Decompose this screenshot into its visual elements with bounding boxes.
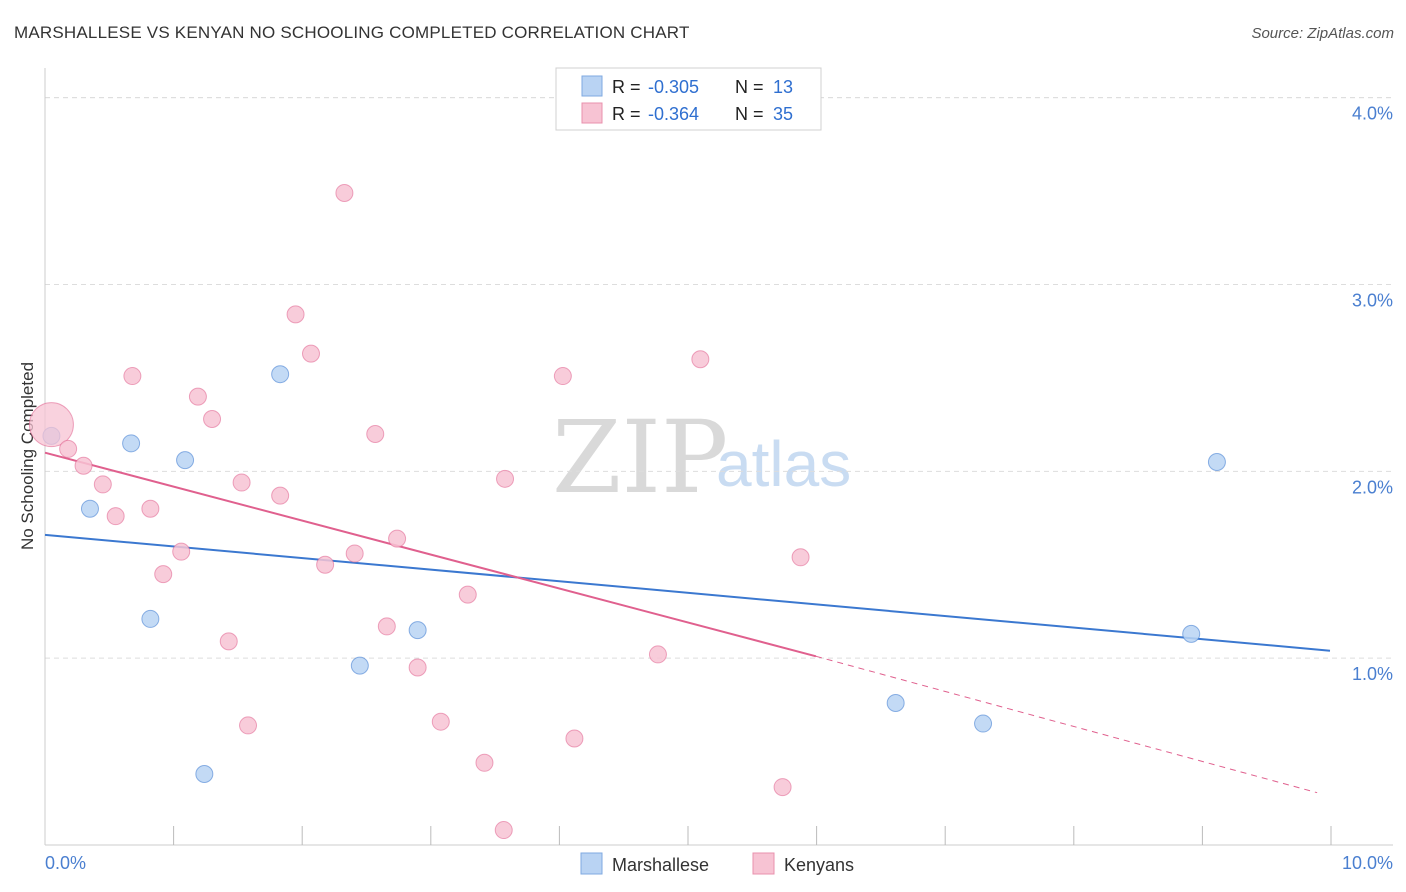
point-kenyans <box>203 410 222 429</box>
point-kenyans <box>648 645 667 664</box>
point-kenyans <box>93 475 112 494</box>
y-tick-label: 1.0% <box>1352 664 1393 684</box>
point-marshallese <box>195 765 214 784</box>
point-kenyans <box>431 712 450 731</box>
point-marshallese <box>122 434 141 453</box>
point-kenyans <box>366 424 385 443</box>
x-ticks <box>173 826 1332 845</box>
trend-lines <box>44 451 1331 794</box>
watermark-atlas: atlas <box>716 428 851 500</box>
legend-r-label-2: R = <box>612 104 641 124</box>
y-tick-label: 2.0% <box>1352 477 1393 497</box>
point-marshallese <box>974 714 993 733</box>
point-marshallese <box>886 694 905 713</box>
legend-r-label-1: R = <box>612 77 641 97</box>
bottom-legend-swatch-kenyans <box>752 852 775 875</box>
bottom-legend-swatch-marshallese <box>580 852 603 875</box>
point-kenyans <box>59 439 78 458</box>
x-tick-label-max: 10.0% <box>1342 853 1393 873</box>
watermark-zip: ZIP <box>552 399 728 516</box>
legend-n-label-1: N = <box>735 77 764 97</box>
data-points <box>28 183 1226 840</box>
point-marshallese <box>350 656 369 675</box>
gridlines <box>45 97 1393 659</box>
y-tick-labels: 1.0% 2.0% 3.0% 4.0% <box>1352 104 1393 684</box>
point-marshallese <box>1182 624 1201 643</box>
point-kenyans <box>28 402 74 448</box>
trend-line-marshallese <box>44 533 1331 652</box>
legend-r-value-1: -0.305 <box>648 77 699 97</box>
point-kenyans <box>123 367 142 386</box>
point-marshallese <box>176 451 195 470</box>
point-kenyans <box>141 499 160 518</box>
point-kenyans <box>553 367 572 386</box>
point-kenyans <box>219 632 238 651</box>
point-kenyans <box>388 529 407 548</box>
legend-n-value-1: 13 <box>773 77 793 97</box>
point-kenyans <box>377 617 396 636</box>
point-marshallese <box>141 609 160 628</box>
bottom-legend-marshallese: Marshallese <box>612 855 709 875</box>
point-marshallese <box>408 621 427 640</box>
point-kenyans <box>271 486 290 505</box>
y-axis-label: No Schooling Completed <box>18 362 37 550</box>
legend-n-value-2: 35 <box>773 104 793 124</box>
bottom-legend-kenyans: Kenyans <box>784 855 854 875</box>
point-kenyans <box>301 344 320 363</box>
point-kenyans <box>475 753 494 772</box>
point-kenyans <box>458 585 477 604</box>
point-marshallese <box>271 365 290 384</box>
point-kenyans <box>74 456 93 475</box>
y-tick-label: 4.0% <box>1352 104 1393 124</box>
chart-source: Source: ZipAtlas.com <box>1251 25 1394 42</box>
trend-line-extension-kenyans <box>815 655 1318 794</box>
point-kenyans <box>691 350 710 369</box>
point-kenyans <box>188 387 207 406</box>
chart-title: MARSHALLESE VS KENYAN NO SCHOOLING COMPL… <box>14 23 690 42</box>
point-kenyans <box>791 548 810 567</box>
point-kenyans <box>408 658 427 677</box>
point-kenyans <box>239 716 258 735</box>
legend-swatch-kenyans <box>581 102 603 124</box>
point-kenyans <box>496 469 515 488</box>
point-kenyans <box>565 729 584 748</box>
y-tick-label: 3.0% <box>1352 291 1393 311</box>
point-marshallese <box>80 499 99 518</box>
point-kenyans <box>773 778 792 797</box>
legend-r-value-2: -0.364 <box>648 104 699 124</box>
point-kenyans <box>316 555 335 574</box>
legend-n-label-2: N = <box>735 104 764 124</box>
point-kenyans <box>494 821 513 840</box>
watermark: ZIP atlas <box>552 399 851 516</box>
trend-line-kenyans <box>44 451 817 658</box>
stats-legend: R = -0.305 N = 13 R = -0.364 N = 35 <box>555 67 822 131</box>
point-kenyans <box>286 305 305 324</box>
point-kenyans <box>335 183 354 202</box>
point-kenyans <box>154 565 173 584</box>
point-kenyans <box>232 473 251 492</box>
legend-swatch-marshallese <box>581 75 603 97</box>
point-kenyans <box>345 544 364 563</box>
point-kenyans <box>106 507 125 526</box>
axes <box>44 68 1393 846</box>
series-legend: Marshallese Kenyans <box>580 852 854 875</box>
x-tick-label-min: 0.0% <box>45 853 86 873</box>
point-marshallese <box>1207 453 1226 471</box>
point-kenyans <box>172 542 191 561</box>
